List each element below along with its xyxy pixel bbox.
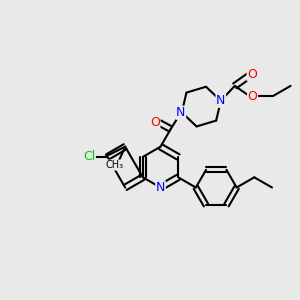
- Text: CH₃: CH₃: [106, 160, 124, 170]
- Text: O: O: [248, 90, 257, 103]
- Text: N: N: [216, 94, 226, 107]
- Text: O: O: [150, 116, 160, 129]
- Text: N: N: [156, 181, 165, 194]
- Text: Cl: Cl: [83, 150, 95, 164]
- Text: N: N: [176, 106, 186, 119]
- Text: O: O: [247, 68, 257, 81]
